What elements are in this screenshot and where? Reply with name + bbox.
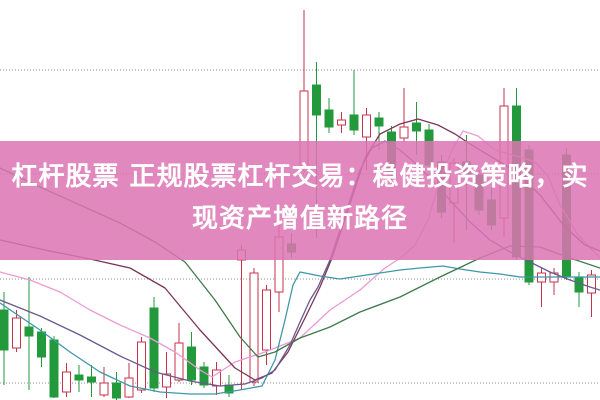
candle-body <box>162 373 171 388</box>
candle-body <box>37 331 46 358</box>
candle-body <box>312 84 321 116</box>
ma-teal <box>0 265 600 395</box>
candle-body <box>149 307 159 389</box>
candle-body <box>587 274 596 294</box>
candle-body <box>399 126 409 139</box>
candle-body <box>12 317 21 349</box>
candle-body <box>24 326 34 337</box>
candle-body <box>199 366 209 386</box>
candle-body <box>87 376 96 383</box>
candle-body <box>574 277 584 293</box>
candle-body <box>349 114 359 131</box>
candle-body <box>99 382 109 396</box>
title-banner: 杠杆股票 正规股票杠杆交易：稳健投资策略，实 现资产增值新路径 <box>0 141 600 260</box>
candle-body <box>174 342 184 381</box>
candle-body <box>124 377 134 398</box>
candle-body <box>262 289 271 351</box>
candle-body <box>374 117 384 127</box>
candle-body <box>112 382 121 399</box>
candle-body <box>324 109 334 128</box>
candle-body <box>0 309 9 351</box>
candle-body <box>362 114 371 138</box>
candle-body <box>74 374 84 381</box>
candle-body <box>62 371 71 393</box>
candle-body <box>249 272 259 383</box>
candle-body <box>49 339 59 398</box>
banner-title-line1: 杠杆股票 正规股票杠杆交易：稳健投资策略，实 <box>11 162 589 192</box>
candle-body <box>337 119 346 126</box>
banner-title-line2: 现资产增值新路径 <box>191 204 408 234</box>
candle-body <box>412 122 421 132</box>
